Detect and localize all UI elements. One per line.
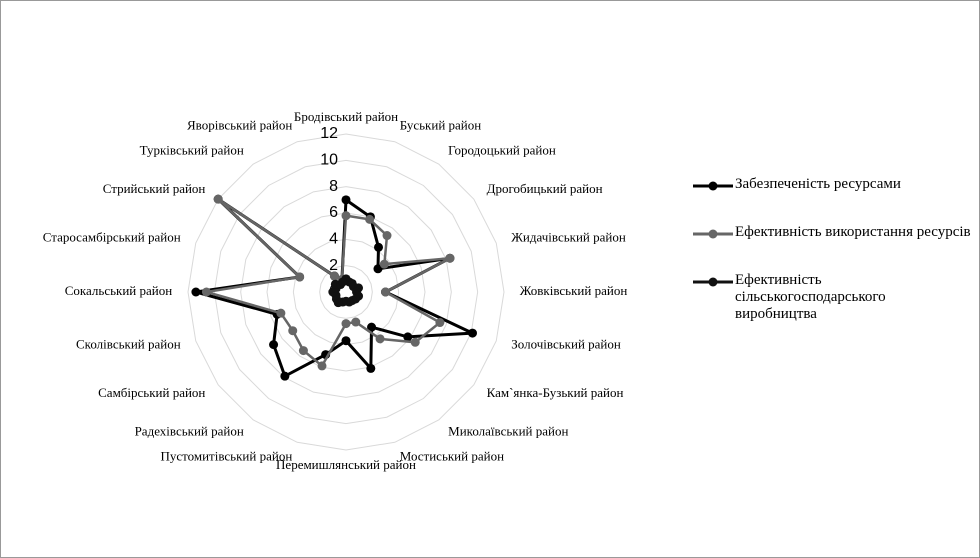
point bbox=[269, 340, 279, 350]
category-label: Самбірський район bbox=[98, 385, 205, 400]
point bbox=[373, 264, 383, 274]
point bbox=[410, 337, 420, 347]
grid-line bbox=[187, 133, 505, 451]
point bbox=[382, 231, 392, 241]
point bbox=[341, 211, 351, 221]
point bbox=[280, 371, 290, 381]
point bbox=[351, 317, 361, 327]
point bbox=[341, 195, 351, 205]
category-label: Старосамбірський район bbox=[43, 229, 181, 244]
grid-line bbox=[319, 265, 373, 319]
r-tick-label: 8 bbox=[329, 178, 338, 195]
legend-swatch bbox=[693, 277, 733, 287]
point bbox=[375, 334, 385, 344]
point bbox=[191, 287, 201, 297]
legend-marker bbox=[708, 181, 718, 191]
category-label: Жовківський район bbox=[520, 283, 628, 298]
point bbox=[341, 319, 351, 329]
category-label: Перемишлянський район bbox=[276, 457, 416, 472]
legend-swatch bbox=[693, 181, 733, 191]
r-tick-label: 12 bbox=[320, 125, 338, 142]
category-label: Сколівський район bbox=[76, 337, 181, 352]
legend-label: Ефективність використання ресурсів bbox=[735, 224, 971, 240]
category-label: Буський район bbox=[400, 118, 482, 133]
r-tick-label: 6 bbox=[329, 204, 338, 221]
category-label: Сокальський район bbox=[65, 283, 172, 298]
point bbox=[201, 287, 211, 297]
point bbox=[365, 214, 375, 224]
legend-marker bbox=[708, 229, 718, 239]
legend-item: Ефективність використання ресурсів bbox=[691, 224, 971, 242]
r-tick-label: 10 bbox=[320, 152, 338, 169]
category-label: Турківський район bbox=[140, 142, 244, 157]
point bbox=[341, 336, 351, 346]
r-tick-label: 2 bbox=[329, 257, 338, 274]
legend: Забезпеченість ресурсами Ефективність вик… bbox=[691, 176, 971, 353]
legend-swatch bbox=[693, 229, 733, 239]
point bbox=[435, 318, 445, 328]
category-label: Миколаївський район bbox=[448, 424, 568, 439]
r-tick-label: 4 bbox=[329, 231, 338, 248]
point bbox=[366, 363, 376, 373]
category-label: Мостиський район bbox=[400, 448, 504, 463]
grid-line bbox=[266, 212, 426, 372]
category-label: Радехівський район bbox=[135, 424, 244, 439]
category-label: Яворівський район bbox=[187, 118, 292, 133]
legend-marker bbox=[708, 277, 718, 287]
category-label: Стрийський район bbox=[103, 181, 206, 196]
grid-line bbox=[213, 159, 479, 425]
category-label: Бродівський район bbox=[294, 109, 398, 124]
point bbox=[445, 253, 455, 263]
point bbox=[213, 194, 223, 204]
category-label: Дрогобицький район bbox=[487, 181, 603, 196]
legend-item: Забезпеченість ресурсами bbox=[691, 176, 971, 194]
legend-label: Ефективність сільськогосподарського виро… bbox=[735, 272, 886, 322]
category-label: Кам`янка-Бузький район bbox=[487, 385, 624, 400]
point bbox=[295, 272, 305, 282]
point bbox=[381, 287, 390, 297]
point bbox=[467, 328, 477, 338]
point bbox=[403, 332, 413, 342]
point bbox=[338, 277, 348, 287]
legend-label: Забезпеченість ресурсами bbox=[735, 176, 901, 192]
grid-line bbox=[240, 186, 452, 398]
point bbox=[298, 346, 308, 356]
point bbox=[288, 326, 298, 336]
category-label: Жидачівський район bbox=[511, 229, 626, 244]
point bbox=[329, 271, 339, 281]
legend-item: Ефективність сільськогосподарського виро… bbox=[691, 272, 971, 323]
category-label: Пустомитівський район bbox=[160, 448, 292, 463]
point bbox=[367, 322, 377, 332]
category-label: Городоцький район bbox=[448, 142, 556, 157]
point bbox=[317, 361, 327, 371]
category-label: Золочівський район bbox=[511, 337, 621, 352]
point bbox=[379, 259, 389, 269]
point bbox=[374, 242, 384, 252]
point bbox=[276, 308, 286, 318]
